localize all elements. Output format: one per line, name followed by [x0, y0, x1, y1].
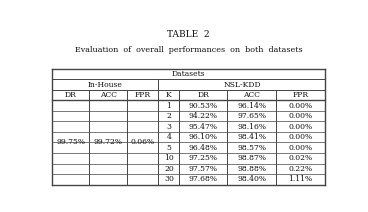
Text: FPR: FPR [135, 91, 151, 99]
Text: Evaluation  of  overall  performances  on  both  datasets: Evaluation of overall performances on bo… [75, 46, 302, 54]
Text: FPR: FPR [293, 91, 309, 99]
Text: 30: 30 [164, 175, 174, 183]
Text: NSL-KDD: NSL-KDD [223, 81, 261, 88]
Text: 0.00%: 0.00% [289, 144, 313, 152]
Text: 98.41%: 98.41% [237, 133, 266, 141]
Text: 97.68%: 97.68% [189, 175, 218, 183]
Text: 0.00%: 0.00% [289, 123, 313, 131]
Text: 96.10%: 96.10% [189, 133, 218, 141]
Text: 97.25%: 97.25% [189, 154, 218, 162]
Text: 1: 1 [166, 102, 171, 110]
Text: 99.72%: 99.72% [94, 138, 123, 146]
Text: 96.48%: 96.48% [189, 144, 218, 152]
Text: 98.16%: 98.16% [237, 123, 266, 131]
Text: 0.00%: 0.00% [289, 133, 313, 141]
Text: 0.00%: 0.00% [289, 102, 313, 110]
Text: 95.47%: 95.47% [189, 123, 218, 131]
Text: 90.53%: 90.53% [189, 102, 218, 110]
Text: 99.75%: 99.75% [56, 138, 85, 146]
Text: 97.65%: 97.65% [237, 112, 266, 120]
Text: 3: 3 [166, 123, 171, 131]
Text: 20: 20 [164, 165, 174, 173]
Text: 98.88%: 98.88% [237, 165, 266, 173]
Text: 0.22%: 0.22% [289, 165, 313, 173]
Text: 97.57%: 97.57% [189, 165, 218, 173]
Text: 10: 10 [164, 154, 174, 162]
Text: TABLE  2: TABLE 2 [167, 29, 210, 39]
Text: 98.40%: 98.40% [237, 175, 266, 183]
Text: 98.57%: 98.57% [237, 144, 266, 152]
Text: K: K [166, 91, 172, 99]
Text: ACC: ACC [100, 91, 117, 99]
Text: 98.87%: 98.87% [237, 154, 266, 162]
Text: 94.22%: 94.22% [189, 112, 218, 120]
Text: Datasets: Datasets [172, 70, 205, 78]
Text: 96.14%: 96.14% [237, 102, 266, 110]
Text: 1.11%: 1.11% [289, 175, 313, 183]
Text: ACC: ACC [243, 91, 260, 99]
Text: 4: 4 [166, 133, 171, 141]
Text: 5: 5 [166, 144, 171, 152]
Text: 2: 2 [166, 112, 171, 120]
Text: DR: DR [198, 91, 209, 99]
Text: 0.06%: 0.06% [131, 138, 155, 146]
Text: DR: DR [65, 91, 77, 99]
Text: 0.00%: 0.00% [289, 112, 313, 120]
Text: 0.02%: 0.02% [289, 154, 313, 162]
Text: In-House: In-House [88, 81, 123, 88]
